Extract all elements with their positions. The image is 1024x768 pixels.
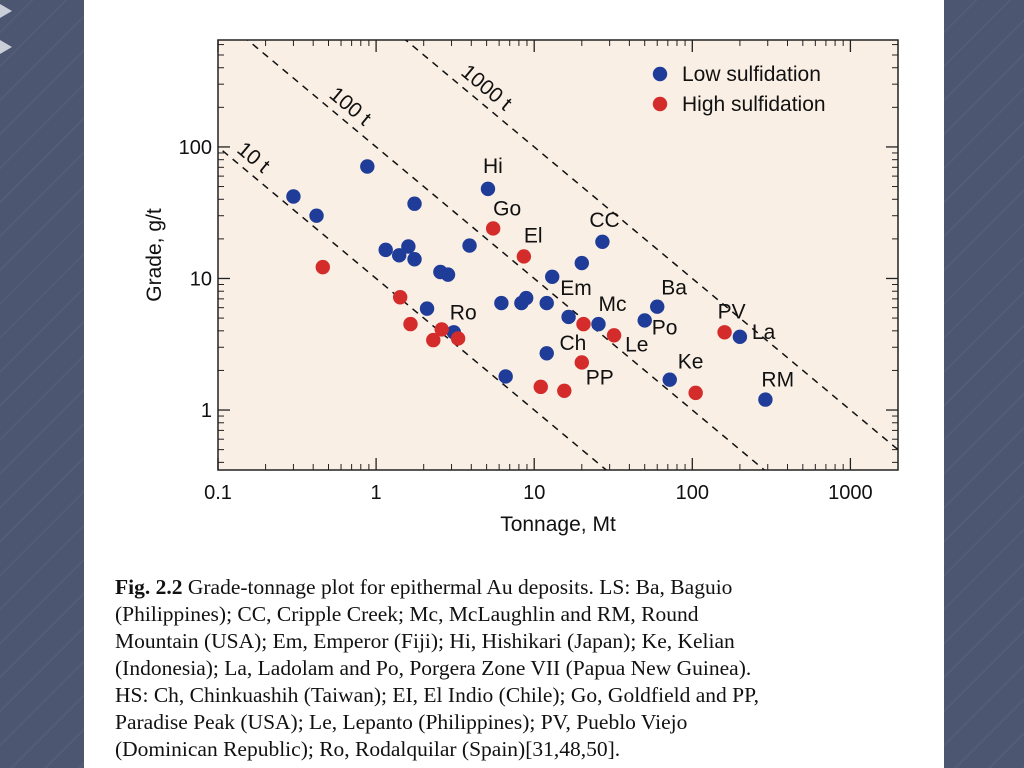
caption-line: (Philippines); CC, Cripple Creek; Mc, Mc… [115,601,925,628]
caption-text: Mountain (USA); Em, Emperor (Fiji); Hi, … [115,629,735,653]
low-sulfidation-point [561,309,576,325]
low-sulfidation-point [407,252,422,267]
low-sulfidation-point [401,239,416,254]
slide-content: 10 t 100 t 1000 t 0.1 1 10 100 1000 1 10 100 Tonnag… [84,0,944,768]
right-background-pattern [944,0,1024,768]
low-sulfidation-point [419,301,435,316]
low-sulfidation-point [539,346,554,361]
low-sulfidation-point [480,181,496,197]
high-sulfidation-point [450,331,466,346]
low-sulfidation-point [519,290,534,306]
low-sulfidation-point [545,269,560,284]
low-sulfidation-point [392,248,407,263]
low-sulfidation-point [574,255,589,271]
x-axis-title: Tonnage, Mt [500,513,616,536]
reference-line-1000 [404,40,898,451]
high-sulfidation-point [516,249,532,264]
caption-line: (Dominican Republic); Ro, Rodalquilar (S… [115,736,925,763]
low-sulfidation-point [378,242,393,258]
caption-line: Fig. 2.2 Grade-tonnage plot for epitherm… [115,574,925,601]
low-sulfidation-point [286,189,301,204]
y-tick-label: 10 [190,268,212,290]
low-sulfidation-point [360,159,375,174]
high-sulfidation-point [533,379,548,395]
caption-line: (Indonesia); La, Ladolam and Po, Porgera… [115,655,925,682]
figure-caption: Fig. 2.2 Grade-tonnage plot for epitherm… [115,574,925,763]
point-label: Mc [598,293,626,316]
caption-text: HS: Ch, Chinkuashih (Taiwan); EI, El Ind… [115,683,760,707]
y-tick-label: 1 [201,400,212,422]
point-label: Go [493,197,521,220]
high-sulfidation-point [688,385,703,401]
bullet-arrow-icon [0,40,12,54]
high-sulfidation-point [315,259,330,275]
x-tick-label: 1000 [828,482,873,504]
x-tick-label: 0.1 [204,482,232,504]
high-sulfidation-point [576,316,591,332]
legend-label: High sulfidation [682,93,826,116]
high-sulfidation-point [485,221,501,236]
point-label: PP [586,366,614,389]
point-label: Ro [450,301,477,324]
high-sulfidation-point [434,322,449,337]
point-label: Ke [678,351,704,374]
legend-marker [652,66,668,82]
reference-line-10 [218,145,608,470]
point-label: Em [560,277,592,300]
high-sulfidation-point [403,316,418,332]
caption-text: (Indonesia); La, Ladolam and Po, Porgera… [115,656,752,680]
caption-text: Paradise Peak (USA); Le, Lepanto (Philip… [115,710,688,734]
caption-figure-number: Fig. 2.2 [115,575,183,599]
x-tick-label: 1 [371,482,382,504]
legend-marker [652,96,668,112]
y-axis-title: Grade, g/t [143,208,166,302]
left-background-pattern [0,0,84,768]
low-sulfidation-point [440,267,456,282]
x-tick-label: 100 [676,482,709,504]
caption-line: Mountain (USA); Em, Emperor (Fiji); Hi, … [115,628,925,655]
low-sulfidation-point [662,372,677,387]
high-sulfidation-point [574,355,589,370]
low-sulfidation-point [650,299,665,314]
point-label: Hi [483,155,503,178]
point-label: La [752,321,776,344]
legend-label: Low sulfidation [682,63,821,86]
low-sulfidation-point [494,295,509,311]
point-label: Po [652,316,678,339]
low-sulfidation-point [591,316,606,332]
reference-line-100 [246,40,766,470]
low-sulfidation-point [732,329,748,345]
high-sulfidation-point [392,290,408,305]
plot-area [217,39,899,471]
point-label: El [524,224,543,247]
x-tick-label: 10 [523,482,545,504]
point-label: Ch [559,332,586,355]
high-sulfidation-point [606,328,622,343]
low-sulfidation-point [462,238,477,253]
point-label: Ba [661,277,687,300]
y-tick-label: 100 [179,137,212,159]
point-label: RM [761,369,794,392]
caption-text: (Dominican Republic); Ro, Rodalquilar (S… [115,737,621,761]
caption-line: HS: Ch, Chinkuashih (Taiwan); EI, El Ind… [115,682,925,709]
point-label: PV [718,300,746,323]
caption-text: Grade-tonnage plot for epithermal Au dep… [182,575,733,599]
high-sulfidation-point [717,325,732,340]
bullet-arrow-icon [0,4,12,18]
low-sulfidation-point [309,208,324,223]
low-sulfidation-point [498,369,513,384]
low-sulfidation-point [539,295,554,311]
low-sulfidation-point [595,234,610,250]
high-sulfidation-point [557,383,572,399]
point-label: CC [589,209,619,232]
caption-line: Paradise Peak (USA); Le, Lepanto (Philip… [115,709,925,736]
point-label: Le [625,333,648,356]
low-sulfidation-point [758,392,773,407]
caption-text: (Philippines); CC, Cripple Creek; Mc, Mc… [115,602,699,626]
high-sulfidation-point [426,332,441,348]
low-sulfidation-point [637,313,652,328]
low-sulfidation-point [407,196,422,211]
